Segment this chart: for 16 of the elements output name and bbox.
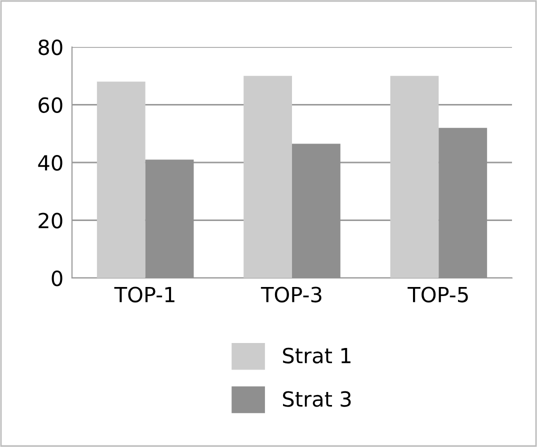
bar bbox=[244, 76, 292, 278]
bar bbox=[390, 76, 439, 278]
x-tick-label: TOP-3 bbox=[260, 286, 322, 302]
y-tick-label: 80 bbox=[38, 39, 62, 56]
y-tick-label: 20 bbox=[38, 212, 62, 228]
bar bbox=[292, 144, 340, 278]
bar bbox=[438, 128, 488, 278]
bar bbox=[145, 160, 194, 278]
legend-label: Strat 3 bbox=[282, 391, 351, 407]
bar bbox=[96, 82, 146, 278]
legend-label: Strat 1 bbox=[282, 348, 350, 364]
y-tick-label: 60 bbox=[38, 97, 62, 113]
x-tick-label: TOP-5 bbox=[408, 286, 468, 302]
y-tick-label: 40 bbox=[38, 154, 62, 171]
x-tick-label: TOP-1 bbox=[114, 286, 174, 302]
y-tick-label: 0 bbox=[52, 270, 62, 286]
